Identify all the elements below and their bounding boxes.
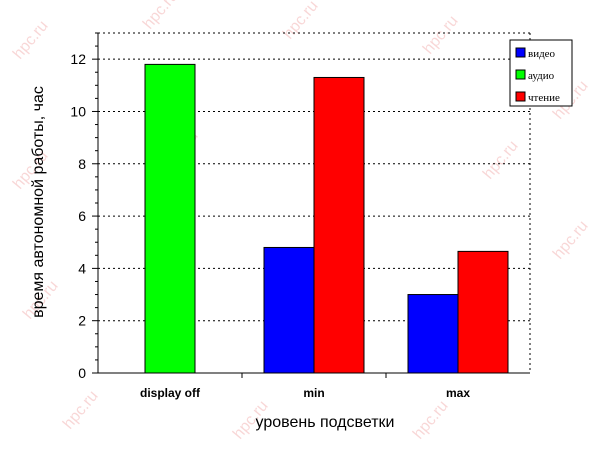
watermark-text: hpc.ru — [410, 398, 452, 443]
bar-1-0 — [263, 246, 315, 374]
y-tick-label: 10 — [70, 103, 86, 119]
bar-2-0 — [407, 294, 459, 374]
y-axis-title: время автономной работы, час — [30, 86, 47, 318]
x-tick-label: display off — [140, 386, 201, 400]
axes-layer: 0 2 4 6 8 10 12 display off min max — [70, 32, 530, 400]
watermark-layer: hpc.ru hpc.ru hpc.ru hpc.ru hpc.ru hpc.ru hpc.… — [10, 0, 592, 443]
watermark-text: hpc.ru — [550, 218, 592, 263]
legend-swatch-2 — [515, 91, 526, 102]
watermark-text: hpc.ru — [10, 18, 52, 63]
legend-label-1: аудио — [528, 70, 555, 82]
legend-swatch-0 — [515, 47, 526, 58]
y-tick-label: 8 — [78, 156, 86, 172]
legend-label-0: видео — [528, 48, 556, 60]
y-tick-label: 2 — [78, 313, 86, 329]
y-tick-label: 4 — [78, 260, 86, 276]
x-tick-label: max — [446, 386, 470, 400]
bar-2-2 — [457, 250, 509, 374]
y-tick-label: 12 — [70, 51, 86, 67]
x-tick-label: min — [303, 386, 324, 400]
watermark-text: hpc.ru — [420, 13, 462, 58]
watermark-text: hpc.ru — [280, 0, 322, 43]
legend-swatch-1 — [515, 69, 526, 80]
x-axis-title: уровень подсветки — [256, 414, 395, 431]
watermark-text: hpc.ru — [60, 388, 102, 433]
watermark-text: hpc.ru — [140, 0, 182, 33]
bar-1-2 — [313, 76, 365, 374]
y-tick-label: 0 — [78, 365, 86, 381]
y-tick-label: 6 — [78, 208, 86, 224]
bars-layer — [144, 63, 509, 374]
bar-0-1 — [144, 63, 196, 374]
watermark-text: hpc.ru — [480, 138, 522, 183]
legend: видео аудио чтение — [509, 39, 573, 107]
legend-label-2: чтение — [528, 92, 560, 104]
